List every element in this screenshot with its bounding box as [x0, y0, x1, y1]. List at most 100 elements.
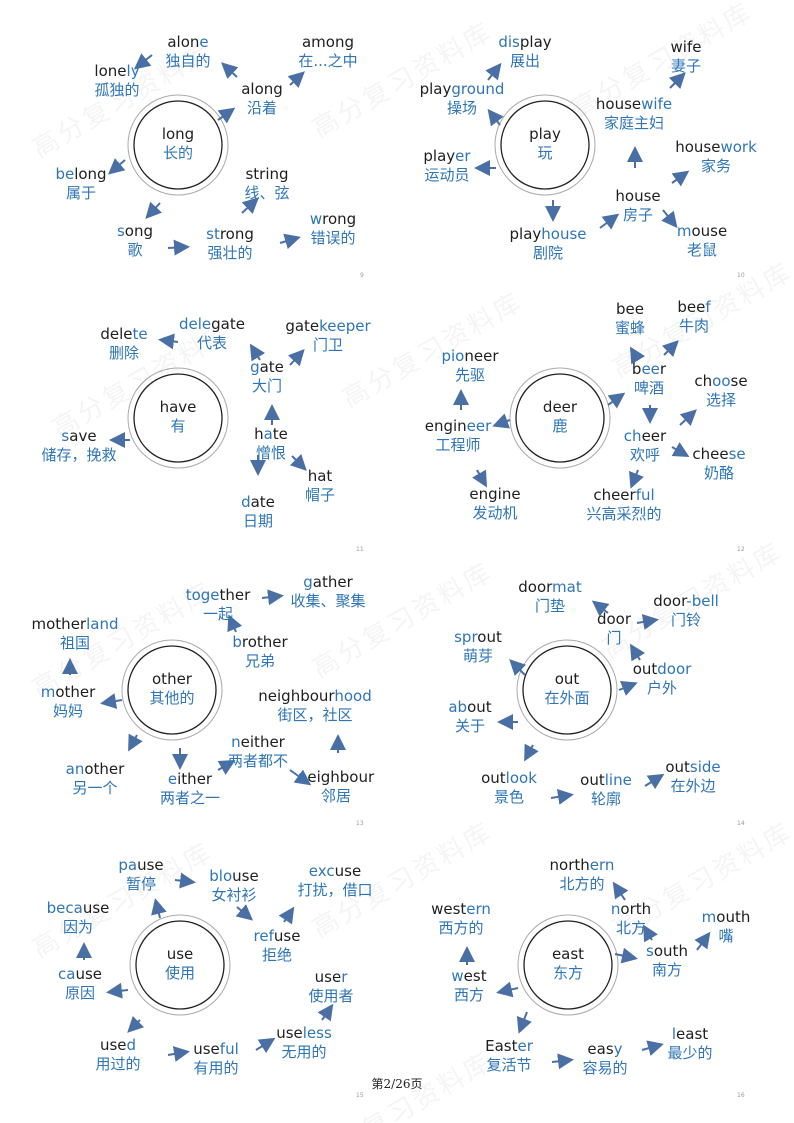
word-node: hate 憎恨: [254, 425, 288, 463]
word-part-highlight: spr: [454, 628, 478, 646]
chinese-meaning: 最少的: [667, 1044, 713, 1062]
slide-page-number: 16: [737, 1092, 745, 1099]
word-part: other: [55, 683, 96, 701]
english-word: north: [611, 900, 651, 918]
english-word: another: [66, 760, 125, 778]
word-node: Easter 复活节: [485, 1037, 533, 1075]
word-part: engin: [424, 417, 467, 435]
english-word: sprout: [454, 628, 502, 646]
chinese-meaning: 憎恨: [255, 444, 286, 462]
arrow: [278, 906, 295, 925]
chinese-meaning: 轮廓: [590, 790, 621, 808]
arrow: [255, 1037, 276, 1054]
english-word: mouth: [702, 908, 751, 926]
english-word: south: [646, 942, 688, 960]
word-part: door: [518, 578, 553, 596]
arrow: [235, 904, 254, 921]
word-part-highlight: ly: [126, 62, 140, 80]
word-part: door: [653, 592, 687, 610]
word-node: least 最少的: [667, 1025, 712, 1063]
word-part-highlight: y: [613, 1040, 623, 1058]
word-node: cause 原因: [58, 965, 102, 1003]
word-part-highlight: keeper: [319, 317, 371, 335]
arrow: [599, 213, 620, 230]
word-part: other: [152, 670, 192, 688]
chinese-meaning: 西方的: [438, 919, 484, 937]
word-part-highlight: n: [610, 900, 621, 918]
word-node: display 展出: [498, 33, 551, 71]
word-node: neighbour 邻居: [298, 768, 374, 806]
chinese-meaning: 打扰，借口: [297, 881, 373, 899]
arrow: [612, 881, 629, 901]
arrow: [551, 1053, 574, 1070]
english-word: belong: [55, 165, 106, 183]
word-part-highlight: dis: [498, 33, 520, 51]
word-part: use: [276, 1024, 303, 1042]
word-part: out: [580, 771, 605, 789]
word-part: have: [159, 398, 197, 416]
arrow: [261, 589, 284, 606]
word-node: about 关于: [448, 698, 491, 736]
chinese-meaning: 使用: [164, 964, 196, 982]
chinese-meaning: 邻居: [320, 787, 351, 805]
center-word: other 其他的: [149, 670, 194, 708]
english-word: outlook: [481, 769, 537, 787]
word-part-highlight: hood: [334, 687, 372, 705]
arrow: [287, 71, 305, 89]
word-node: along 沿着: [241, 80, 283, 118]
word-part-highlight: s: [61, 427, 70, 445]
word-part: west: [431, 900, 467, 918]
word-node: gatekeeper 门卫: [285, 317, 370, 355]
word-part-highlight: ful: [219, 1040, 239, 1058]
word-part: among: [301, 33, 354, 51]
arrow: [679, 409, 697, 427]
word-node: used 用过的: [95, 1036, 140, 1074]
slide-page-number: 14: [737, 820, 745, 827]
chinese-meaning: 女衬衫: [211, 886, 257, 904]
arrow: [217, 760, 236, 775]
word-part: use: [166, 945, 194, 963]
word-part: out: [477, 628, 502, 646]
word-part: ave: [69, 427, 97, 445]
word-node: date 日期: [241, 493, 275, 531]
chinese-meaning: 歌: [127, 241, 143, 259]
arrow: [167, 1046, 190, 1062]
word-part: ong: [124, 222, 154, 240]
chinese-meaning: 门卫: [312, 336, 344, 354]
chinese-meaning: 储存，挽救: [41, 446, 117, 464]
word-part-highlight: m: [40, 683, 56, 701]
word-part-highlight: ch: [623, 427, 642, 445]
arrow: [524, 743, 539, 762]
arrow: [158, 333, 179, 350]
chinese-meaning: 在外边: [670, 777, 716, 795]
chinese-meaning: 容易的: [582, 1059, 628, 1077]
chinese-meaning: 孤独的: [94, 81, 140, 99]
english-word: door-bell: [653, 592, 719, 610]
chinese-meaning: 啤酒: [633, 379, 665, 397]
word-part-highlight: mat: [552, 578, 582, 596]
english-word: string: [245, 165, 288, 183]
english-word: delete: [100, 325, 147, 343]
word-node: cheese 奶酪: [692, 445, 745, 483]
center-word: long 长的: [162, 125, 194, 163]
english-word: other: [152, 670, 192, 688]
english-word: northern: [550, 856, 615, 874]
word-part: use: [82, 899, 110, 917]
word-part-highlight: door: [657, 660, 692, 678]
chinese-meaning: 强壮的: [207, 244, 253, 262]
word-part: east: [551, 945, 585, 963]
word-part-highlight: a: [263, 425, 273, 443]
chinese-meaning: 门铃: [670, 611, 701, 629]
word-part-highlight: ern: [589, 856, 615, 874]
english-word: user: [315, 968, 348, 986]
english-word: useless: [276, 1024, 332, 1042]
word-node: beer 啤酒: [632, 360, 666, 398]
arrow: [279, 233, 301, 250]
english-word: save: [61, 427, 96, 445]
word-part-highlight: an: [65, 760, 85, 778]
word-part-highlight: exc: [308, 862, 335, 880]
english-word: neighbourhood: [258, 687, 371, 705]
arrow: [661, 209, 678, 229]
chinese-meaning: 西方: [453, 986, 484, 1004]
english-word: about: [448, 698, 491, 716]
